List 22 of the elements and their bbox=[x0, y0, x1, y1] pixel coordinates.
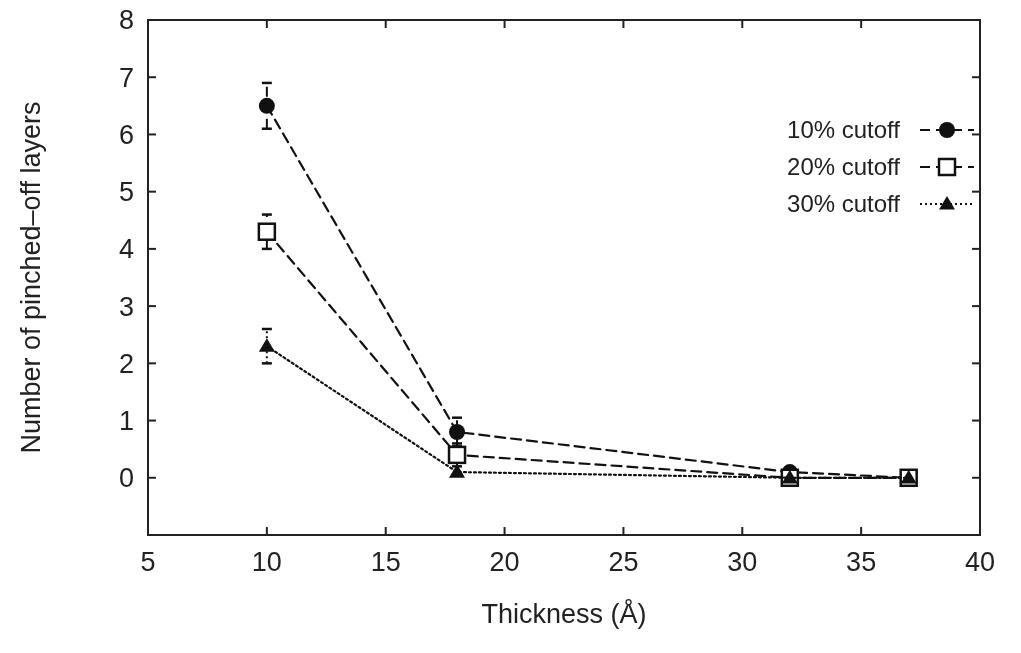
x-tick-label: 30 bbox=[727, 547, 758, 577]
x-axis-title: Thickness (Å) bbox=[481, 598, 647, 629]
y-tick-label: 8 bbox=[118, 5, 134, 36]
legend-label: 30% cutoff bbox=[787, 190, 901, 218]
y-tick-label: 1 bbox=[118, 406, 134, 437]
x-tick-label: 25 bbox=[608, 547, 639, 577]
y-tick-label: 2 bbox=[118, 348, 134, 379]
y-axis-title: Number of pinched–off layers bbox=[16, 101, 46, 454]
x-tick-label: 5 bbox=[140, 547, 156, 577]
y-tick-label: 0 bbox=[118, 463, 134, 494]
y-tick-label: 3 bbox=[118, 291, 134, 322]
x-tick-label: 20 bbox=[489, 547, 520, 577]
x-tick-label: 10 bbox=[251, 547, 282, 577]
y-tick-label: 4 bbox=[118, 234, 134, 265]
legend-label: 20% cutoff bbox=[787, 153, 901, 181]
x-tick-label: 40 bbox=[964, 547, 996, 577]
y-tick-label: 5 bbox=[118, 177, 134, 208]
legend-label: 10% cutoff bbox=[787, 116, 901, 144]
y-tick-label: 6 bbox=[118, 119, 134, 150]
x-tick-label: 35 bbox=[846, 547, 877, 577]
x-tick-label: 15 bbox=[370, 547, 401, 577]
y-tick-label: 7 bbox=[118, 62, 134, 93]
